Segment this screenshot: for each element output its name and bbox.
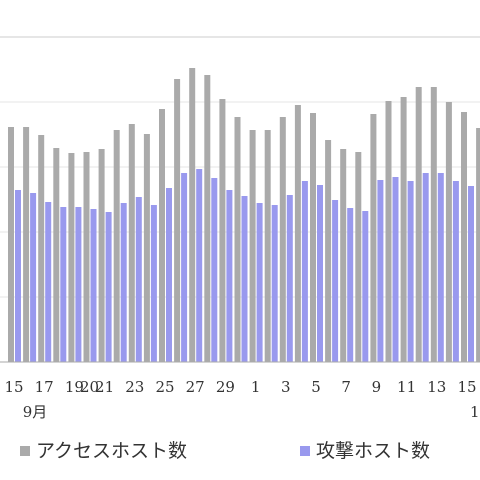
month-label: 10月: [470, 403, 480, 421]
bar: [75, 207, 82, 362]
bar: [120, 203, 127, 362]
bar: [279, 117, 286, 362]
bar: [294, 105, 301, 362]
bar: [189, 68, 196, 362]
bar: [128, 124, 135, 362]
bar: [407, 181, 414, 362]
bar: [60, 207, 67, 362]
bar: [310, 113, 316, 362]
bar: [38, 135, 45, 362]
x-tick-label: 1: [251, 378, 261, 396]
x-tick-label: 15: [4, 378, 23, 396]
x-tick-label: 15: [457, 378, 476, 396]
x-tick-label: 25: [155, 378, 174, 396]
bar: [452, 181, 459, 362]
x-tick-label: 13: [427, 378, 446, 396]
bar: [30, 193, 37, 362]
bar: [113, 130, 120, 362]
bar: [476, 128, 480, 362]
bar: [241, 196, 248, 362]
bar: [219, 99, 226, 362]
bar: [90, 209, 97, 362]
legend-swatch: [300, 446, 310, 456]
bar: [256, 203, 263, 362]
bar: [249, 130, 256, 362]
bar: [181, 173, 188, 362]
bar: [332, 200, 339, 362]
bar: [468, 186, 474, 362]
x-tick-label: 20: [80, 378, 99, 396]
bar: [325, 140, 332, 362]
bar: [392, 177, 399, 362]
bar: [174, 79, 181, 362]
x-tick-label: 17: [35, 378, 54, 396]
bar: [105, 212, 112, 362]
bar: [68, 153, 75, 362]
bar: [317, 185, 323, 362]
x-tick-label: 5: [311, 378, 321, 396]
x-tick-label: 11: [397, 378, 416, 396]
bar: [437, 173, 444, 362]
x-tick-label: 21: [95, 378, 114, 396]
bar: [264, 130, 271, 362]
bar: [53, 148, 60, 362]
legend-label: 攻撃ホスト数: [316, 440, 430, 462]
bar: [234, 117, 241, 362]
bar: [286, 195, 293, 362]
x-tick-label: 27: [186, 378, 205, 396]
legend-label: アクセスホスト数: [36, 440, 187, 462]
bar: [362, 211, 369, 362]
x-tick-label: 7: [341, 378, 351, 396]
x-tick-label: 29: [216, 378, 235, 396]
bar: [83, 152, 90, 362]
bar: [400, 97, 407, 362]
bar: [226, 190, 233, 362]
bar: [430, 87, 437, 362]
bar: [98, 149, 105, 362]
bar: [211, 178, 218, 362]
bar: [204, 75, 211, 362]
bar: [415, 87, 422, 362]
bar: [23, 127, 30, 362]
bar: [271, 205, 278, 362]
bar: [377, 180, 384, 362]
bar: [150, 205, 157, 362]
bar: [385, 101, 392, 362]
bar: [143, 134, 150, 362]
bar: [135, 197, 142, 362]
bar: [370, 114, 377, 362]
month-label: 9月: [23, 403, 48, 421]
bar: [166, 188, 172, 362]
bar: [461, 112, 467, 362]
bar: [340, 149, 347, 362]
x-tick-label: 9: [372, 378, 382, 396]
x-tick-label: 23: [125, 378, 144, 396]
bar: [422, 173, 429, 362]
x-tick-label: 19: [65, 378, 84, 396]
x-tick-label: 3: [281, 378, 291, 396]
legend-swatch: [20, 446, 30, 456]
bar: [45, 202, 52, 362]
bar: [15, 190, 21, 362]
bar: [347, 208, 354, 362]
bar: [355, 152, 362, 362]
bar: [301, 181, 308, 362]
bar: [196, 169, 203, 362]
bar: [159, 109, 165, 362]
bar: [8, 127, 14, 362]
bar: [445, 102, 452, 362]
